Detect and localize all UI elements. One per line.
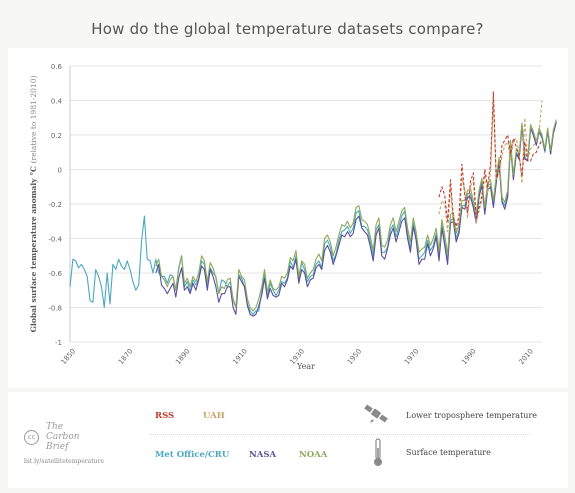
y-tick-label: 0.2 xyxy=(51,132,62,140)
x-tick-label: 1950 xyxy=(346,347,364,366)
source-url: bit.ly/satellitetemperature xyxy=(24,458,104,465)
x-axis-label: Year xyxy=(296,362,315,371)
legend-met-office: Met Office/CRU xyxy=(155,450,230,460)
x-tick-label: 2010 xyxy=(517,347,535,366)
brand-line-1: The xyxy=(46,422,64,432)
y-tick-label: -1 xyxy=(55,339,62,347)
series-line-nasa xyxy=(155,121,557,317)
x-tick-label: 1890 xyxy=(174,347,192,366)
chart-title: How do the global temperature datasets c… xyxy=(91,20,484,38)
x-tick-label: 1870 xyxy=(117,347,135,366)
y-tick-label: 0.6 xyxy=(51,63,63,71)
legend-nasa: NASA xyxy=(249,450,277,460)
legend-rss: RSS xyxy=(155,411,175,421)
series-line-rss xyxy=(438,91,543,227)
legend-lower-troposphere: Lower troposphere temperature xyxy=(406,411,537,420)
x-tick-label: 1970 xyxy=(403,347,421,366)
creative-commons-icon: cc xyxy=(24,430,39,445)
x-tick-label: 1910 xyxy=(231,347,249,366)
x-tick-label: 1850 xyxy=(60,347,78,366)
y-axis-label-main: Global surface temperature anomaly °C xyxy=(29,163,38,332)
legend-uah: UAH xyxy=(203,411,225,421)
brand-line-2: Carbon xyxy=(46,432,80,442)
y-tick-label: -0.4 xyxy=(48,236,62,244)
y-tick-label: 0.4 xyxy=(51,98,63,106)
legend-noaa: NOAA xyxy=(299,450,328,460)
legend-surface: Surface temperature xyxy=(406,448,491,457)
series-line-met xyxy=(69,122,557,315)
thermometer-icon xyxy=(374,438,382,466)
legend-panel xyxy=(8,392,568,488)
y-tick-label: -0.8 xyxy=(48,305,62,313)
y-tick-label: 0 xyxy=(58,167,62,175)
legend-divider xyxy=(150,434,530,435)
plot-panel: 0.6 0.4 0.2 0 -0.2 -0.4 -0.6 -0.8 -1 1850 1870 1890… xyxy=(8,48,568,388)
series-line-uah xyxy=(438,98,543,233)
y-tick-label: -0.2 xyxy=(48,201,62,209)
y-axis-label-note: (relative to 1981-2010) xyxy=(29,76,38,164)
x-tick-label: 1990 xyxy=(460,347,478,366)
brand-name: The Carbon Brief xyxy=(46,422,106,452)
satellite-icon xyxy=(364,404,388,423)
brand-line-3: Brief xyxy=(46,442,69,452)
y-tick-label: -0.6 xyxy=(48,270,62,278)
y-axis-label: Global surface temperature anomaly °C (r… xyxy=(29,76,38,333)
